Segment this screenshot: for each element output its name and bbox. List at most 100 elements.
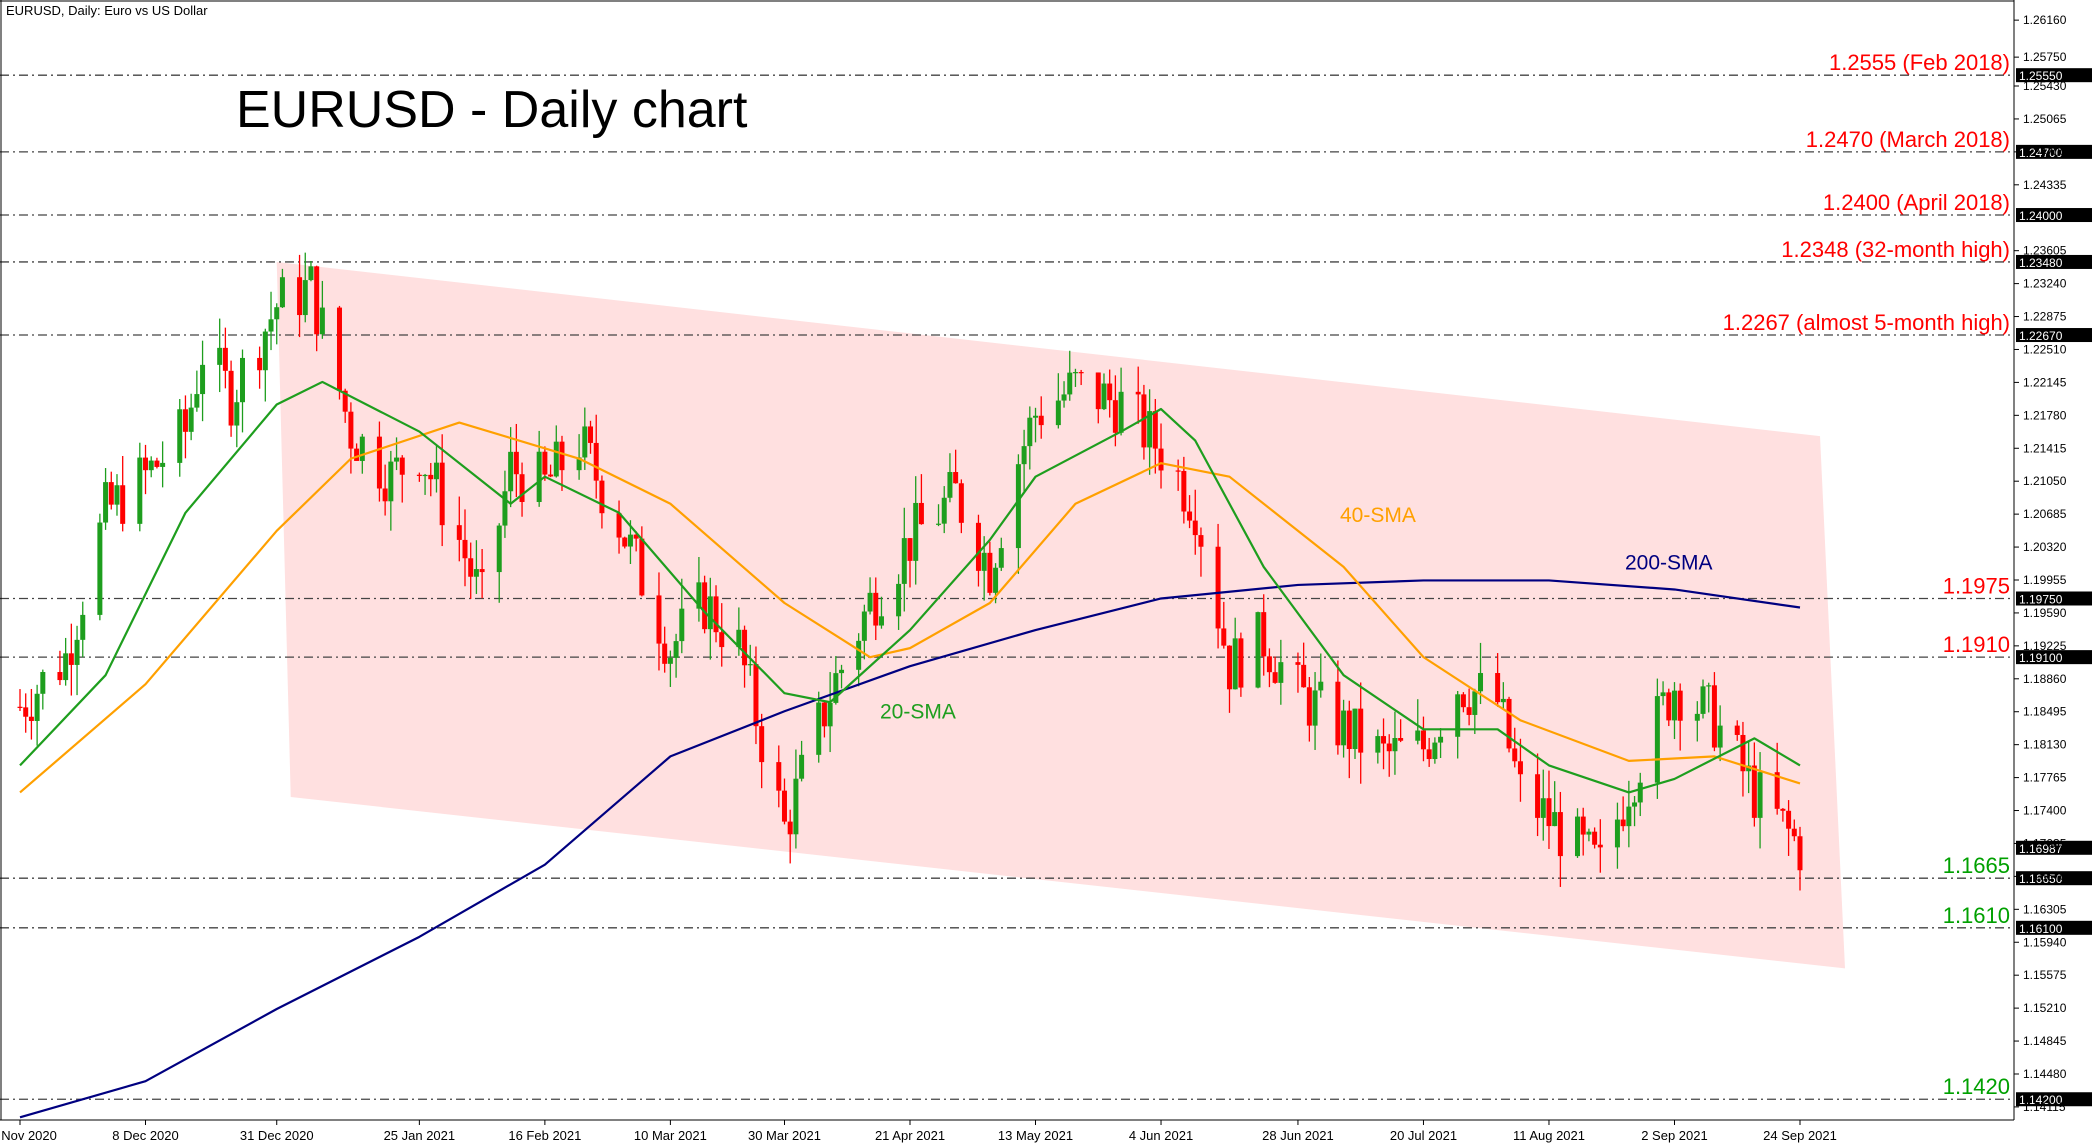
candle-bear (907, 538, 913, 561)
candle-bear (1546, 798, 1552, 827)
candle-bull (1706, 685, 1712, 687)
candle-bear (222, 347, 228, 371)
candle-bear (1272, 672, 1278, 683)
candle-bull (388, 461, 394, 502)
price-tick-label: 1.21415 (2023, 441, 2067, 455)
price-tag-text: 1.14200 (2019, 1093, 2063, 1107)
candle-bear (1740, 734, 1746, 772)
candle-bull (1352, 708, 1358, 749)
price-tag (2016, 68, 2092, 83)
candle-bear (382, 488, 388, 502)
candle-bear (1095, 372, 1101, 410)
candle-bear (1506, 698, 1512, 749)
candle-bear (17, 706, 23, 708)
candle-bear (376, 436, 382, 489)
moving-averages: 20-SMA 40-SMA 200-SMA (19, 380, 1801, 1119)
price-tag-text: 1.23480 (2019, 256, 2063, 270)
price-tag (2016, 650, 2092, 665)
candle-bear (1112, 400, 1118, 433)
symbol-title: EURUSD, Daily: Euro vs US Dollar (6, 3, 208, 18)
candle-bull (508, 451, 514, 492)
date-tick-label: 2 Sep 2021 (1641, 1128, 1708, 1143)
candle-bear (297, 277, 303, 316)
candlesticks (17, 252, 1803, 891)
candle-bear (633, 534, 639, 539)
candle-bull (1694, 713, 1700, 721)
price-tick-label: 1.25750 (2023, 50, 2067, 64)
candle-bear (776, 762, 782, 791)
candle-bull (901, 538, 907, 584)
price-tag-text: 1.24700 (2019, 146, 2063, 160)
candle-bull (433, 462, 439, 480)
candle-bear (1141, 394, 1147, 448)
candle-bull (177, 409, 183, 463)
sma40-label: 40-SMA (1340, 504, 1416, 527)
candle-bear (108, 482, 114, 505)
candle-bull (696, 582, 702, 609)
candle-bear (1158, 448, 1164, 471)
candle-bull (1392, 738, 1398, 752)
candle-bull (274, 307, 280, 320)
candle-bull (1654, 696, 1660, 783)
candle-bull (667, 657, 673, 664)
candle-bull (536, 451, 542, 502)
current-price-tag (2016, 840, 2092, 855)
candle-bull (913, 502, 919, 561)
price-tag-text: 1.16100 (2019, 922, 2063, 936)
candle-bull (160, 462, 166, 467)
current-price-text: 1.16987 (2019, 842, 2063, 856)
candle-bear (1187, 511, 1193, 521)
candle-bear (1666, 692, 1672, 721)
candle-bull (747, 664, 753, 666)
level-label: 1.1610 (1943, 903, 2010, 928)
price-tag (2016, 144, 2092, 159)
candle-bull (240, 357, 245, 403)
candle-bull (861, 611, 867, 641)
candle-bull (502, 491, 508, 526)
candle-bear (513, 451, 519, 475)
candle-bull (1757, 772, 1763, 818)
candle-bear (462, 539, 468, 559)
level-label: 1.1975 (1943, 573, 2010, 598)
candle-bear (662, 643, 668, 664)
candle-bull (279, 277, 285, 308)
candle-bear (1152, 411, 1158, 449)
candle-bull (1118, 391, 1124, 433)
candle-bear (1181, 470, 1187, 512)
price-tick-label: 1.20320 (2023, 540, 2067, 554)
candle-bull (1318, 681, 1324, 691)
candle-bear (616, 513, 622, 538)
candle-bear (542, 451, 548, 475)
candle-bull (856, 640, 862, 670)
candle-bull (1027, 417, 1033, 447)
candle-bear (1420, 730, 1426, 750)
candle-bear (1734, 725, 1740, 735)
candle-bull (148, 460, 154, 471)
candle-bear (1346, 710, 1352, 749)
candle-bull (200, 364, 206, 395)
price-tick-label: 1.19955 (2023, 573, 2067, 587)
candle-bear (1135, 391, 1141, 395)
candle-bear (1677, 690, 1683, 721)
candle-bull (799, 754, 805, 779)
candle-bear (468, 558, 474, 577)
candle-bull (833, 673, 839, 703)
candle-bear (1226, 645, 1232, 690)
candle-bull (1717, 725, 1723, 748)
candle-bull (1072, 372, 1078, 374)
date-tick-label: 13 May 2021 (998, 1128, 1073, 1143)
candle-bear (1398, 738, 1404, 741)
candle-bull (1540, 798, 1546, 818)
candle-bear (599, 480, 605, 514)
price-tag (2016, 920, 2092, 935)
price-tag (2016, 328, 2092, 343)
candle-bear (1238, 638, 1244, 688)
descending-channel (276, 261, 1846, 969)
price-tick-label: 1.26160 (2023, 13, 2067, 27)
candle-bull (262, 331, 268, 371)
price-tick-label: 1.25065 (2023, 112, 2067, 126)
level-label: 1.1665 (1943, 853, 2010, 878)
candle-bear (1198, 535, 1204, 547)
